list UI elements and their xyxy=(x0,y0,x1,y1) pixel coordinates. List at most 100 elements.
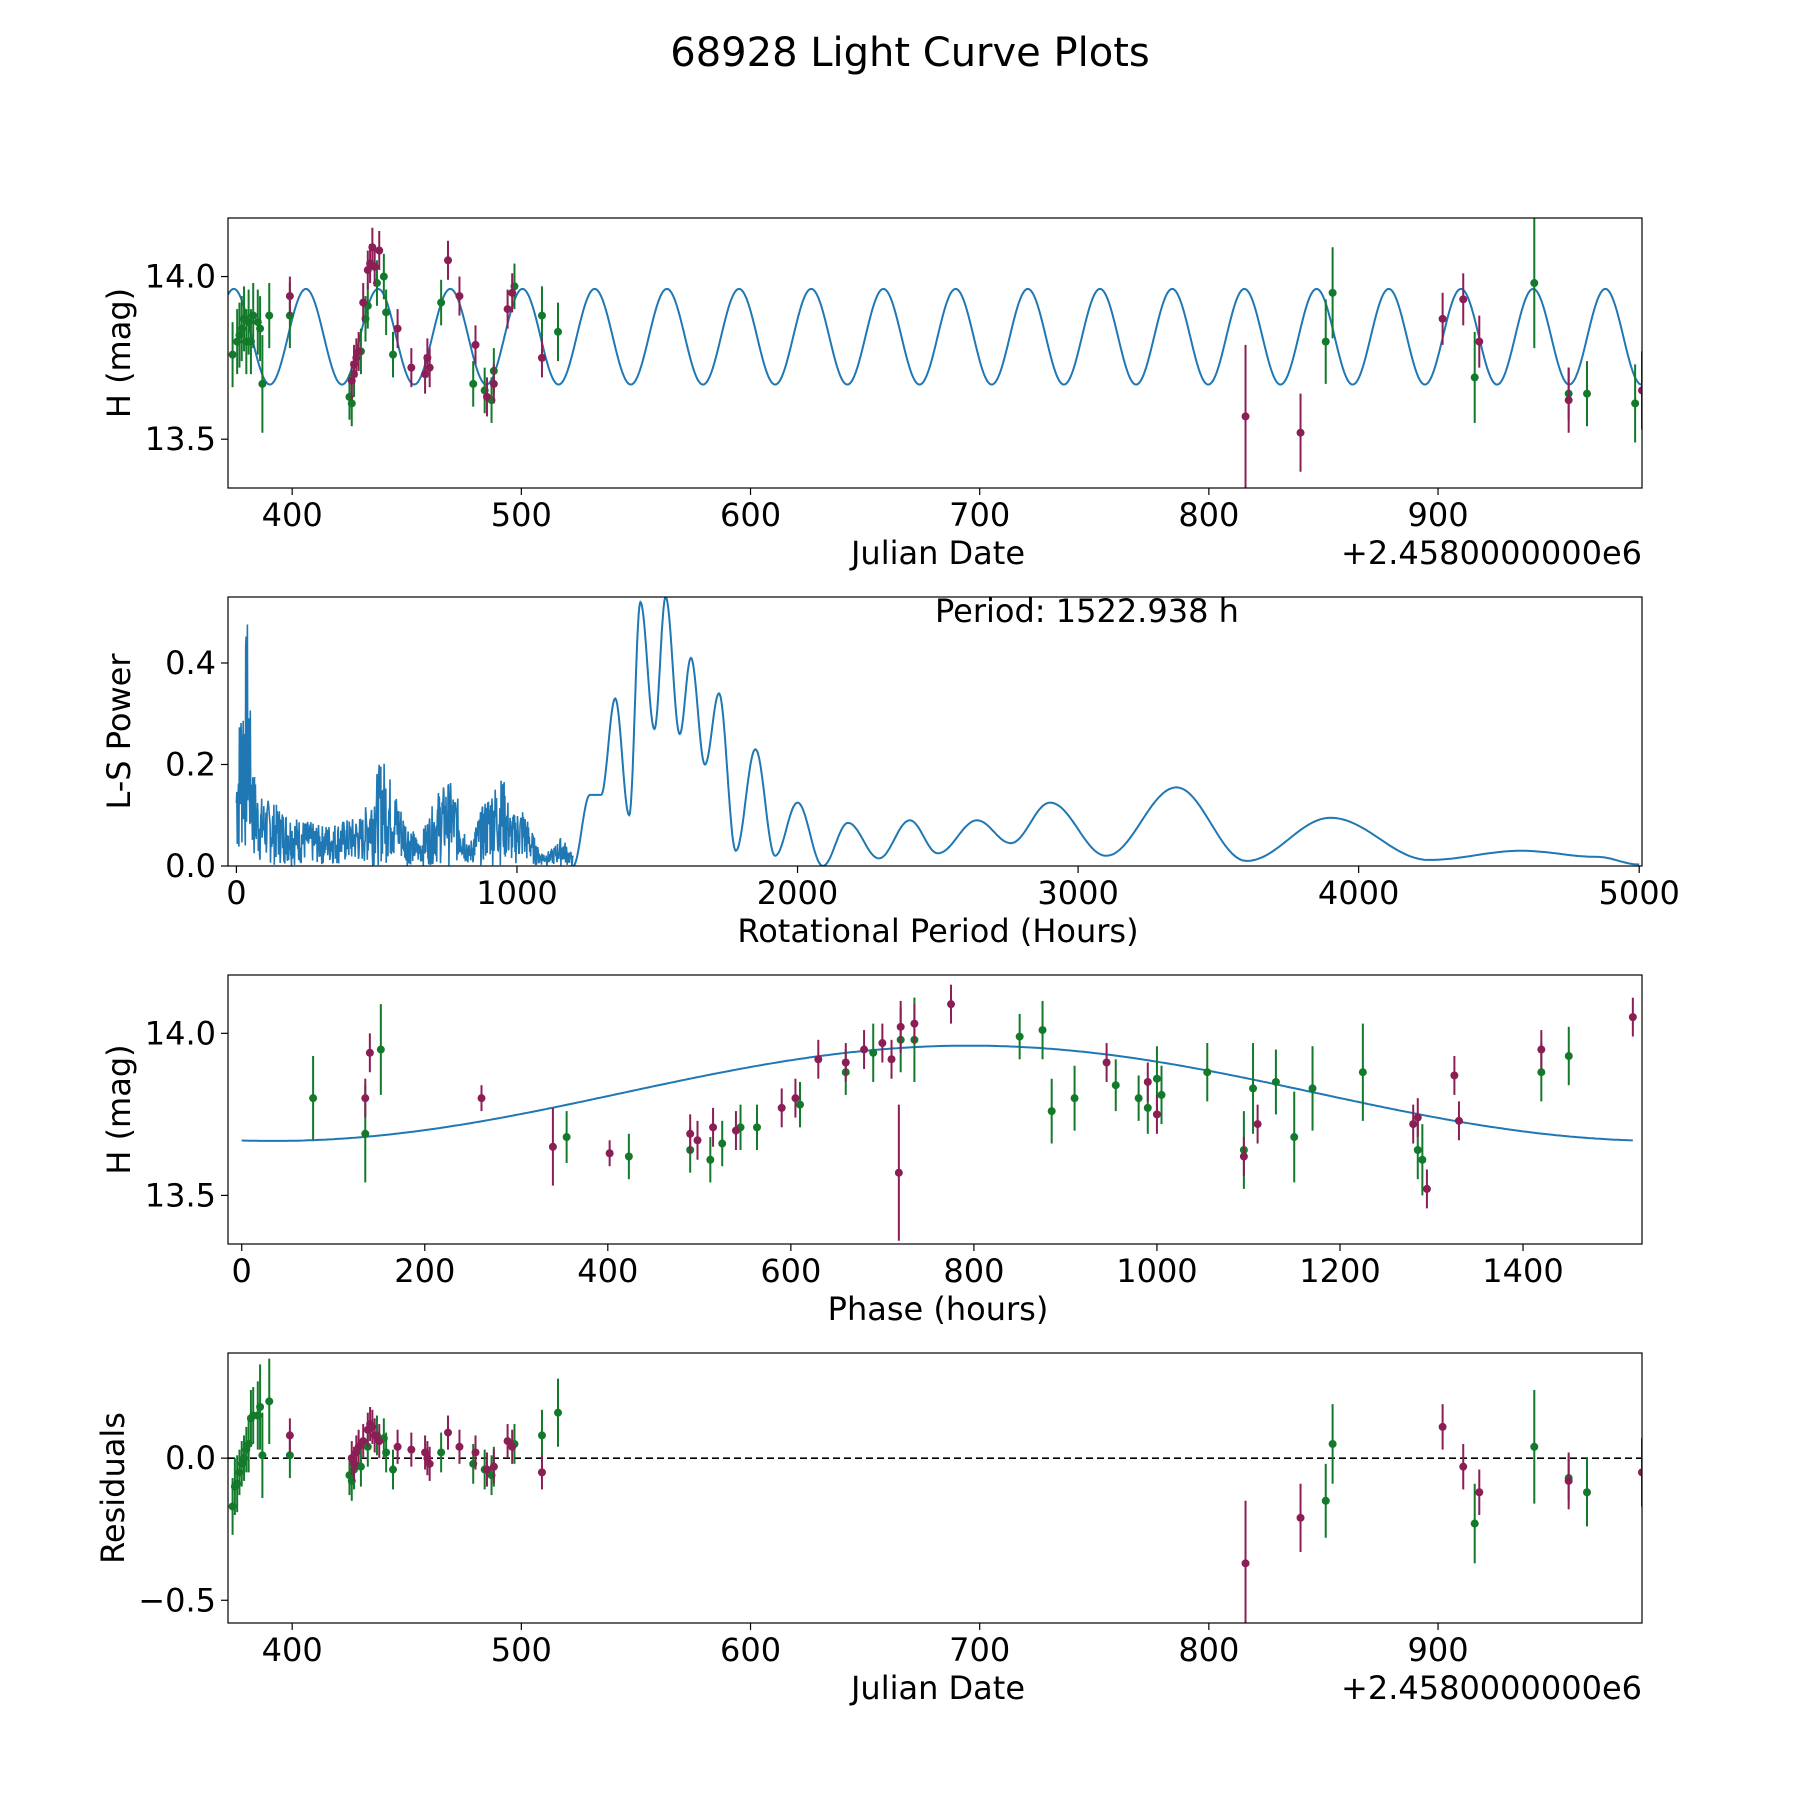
panel-lightcurve: 400 500 600 700 800 900 13.5 14.0 Julian Date H (… xyxy=(100,217,1643,572)
data-point xyxy=(425,363,434,372)
x-tick-label: 900 xyxy=(1407,496,1468,534)
data-point xyxy=(887,1055,896,1064)
data-point xyxy=(896,1022,905,1031)
x-axis-label: Julian Date xyxy=(849,534,1025,572)
series-magenta xyxy=(285,227,1642,488)
data-point xyxy=(256,324,265,333)
data-point xyxy=(285,292,294,301)
data-point xyxy=(425,1459,434,1468)
data-point xyxy=(359,1437,368,1446)
axes-frame xyxy=(227,974,1643,1245)
data-point xyxy=(1143,1103,1152,1112)
series-green xyxy=(309,997,1573,1196)
data-point xyxy=(1328,1439,1337,1448)
data-point xyxy=(1239,1152,1248,1161)
data-point xyxy=(1253,1120,1262,1129)
x-tick-label: 600 xyxy=(760,1252,821,1290)
y-tick-label: 0.0 xyxy=(165,1439,216,1477)
data-point xyxy=(752,1123,761,1132)
data-point xyxy=(489,1462,498,1471)
data-point xyxy=(1418,1155,1427,1164)
data-point xyxy=(309,1094,318,1103)
y-axis-label: L-S Power xyxy=(100,653,138,810)
x-tick-label: 1400 xyxy=(1482,1252,1563,1290)
x-tick-label: 600 xyxy=(720,496,781,534)
data-point xyxy=(455,292,464,301)
data-point xyxy=(375,1437,384,1446)
data-point xyxy=(1530,279,1539,288)
data-point xyxy=(1328,288,1337,297)
data-point xyxy=(1203,1068,1212,1077)
x-tick-label: 600 xyxy=(720,1631,781,1669)
data-point xyxy=(444,1428,453,1437)
data-point xyxy=(709,1123,718,1132)
series-magenta xyxy=(361,984,1637,1209)
data-point xyxy=(256,1403,265,1411)
data-point xyxy=(1249,1084,1258,1093)
data-point xyxy=(1638,1468,1642,1477)
data-point xyxy=(1296,428,1305,437)
plot-area xyxy=(235,597,1640,866)
x-tick-label: 800 xyxy=(943,1252,1004,1290)
data-point xyxy=(482,392,491,401)
data-point xyxy=(1422,1184,1431,1193)
data-point xyxy=(1638,386,1642,395)
data-point xyxy=(706,1155,715,1164)
data-point xyxy=(718,1139,727,1148)
data-point xyxy=(365,1048,374,1057)
data-point xyxy=(537,1468,546,1477)
axes-frame xyxy=(227,217,1643,489)
data-point xyxy=(1631,399,1640,408)
data-point xyxy=(1530,1442,1539,1451)
data-point xyxy=(508,1442,517,1451)
x-tick-label: 1200 xyxy=(1299,1252,1380,1290)
data-point xyxy=(258,1451,267,1460)
x-axis-label: Rotational Period (Hours) xyxy=(737,912,1138,950)
y-tick-label: 0.2 xyxy=(165,745,216,783)
data-point xyxy=(1470,373,1479,382)
x-tick-label: 200 xyxy=(394,1252,455,1290)
data-point xyxy=(1321,337,1330,346)
data-point xyxy=(1459,295,1468,304)
data-point xyxy=(554,1408,563,1417)
data-point xyxy=(1358,1068,1367,1077)
x-tick-label: 0 xyxy=(226,874,246,912)
data-point xyxy=(693,1136,702,1145)
data-point xyxy=(1321,1496,1330,1505)
data-point xyxy=(228,350,237,359)
axes-frame xyxy=(227,1352,1643,1624)
x-tick-label: 1000 xyxy=(476,874,557,912)
data-point xyxy=(437,298,446,307)
data-point xyxy=(375,246,384,255)
data-point xyxy=(258,379,267,388)
data-point xyxy=(947,1000,956,1009)
data-point xyxy=(1111,1081,1120,1090)
plot-area xyxy=(228,1358,1642,1623)
panel-phased: 0 200 400 600 800 1000 1200 1400 13.5 14.0 Phase (… xyxy=(100,974,1643,1328)
data-point xyxy=(894,1168,903,1177)
data-point xyxy=(249,311,258,320)
data-point xyxy=(382,1448,391,1457)
figure-title: 68928 Light Curve Plots xyxy=(670,30,1149,76)
data-point xyxy=(1241,412,1250,421)
data-point xyxy=(1241,1559,1250,1568)
data-point xyxy=(1564,396,1573,405)
data-point xyxy=(477,1094,486,1103)
series-green xyxy=(228,218,1640,443)
data-point xyxy=(1308,1084,1317,1093)
data-point xyxy=(1047,1107,1056,1116)
x-tick-label: 900 xyxy=(1407,1631,1468,1669)
data-point xyxy=(285,1431,294,1440)
data-point xyxy=(777,1103,786,1112)
data-point xyxy=(361,1094,370,1103)
series-green xyxy=(228,1358,1591,1564)
data-point xyxy=(1152,1110,1161,1119)
data-point xyxy=(354,347,363,356)
data-point xyxy=(1102,1058,1111,1067)
x-tick-label: 700 xyxy=(949,496,1010,534)
data-point xyxy=(554,327,563,336)
data-point xyxy=(444,256,453,265)
data-point xyxy=(1537,1068,1546,1077)
data-point xyxy=(686,1129,695,1138)
data-point xyxy=(508,288,517,297)
